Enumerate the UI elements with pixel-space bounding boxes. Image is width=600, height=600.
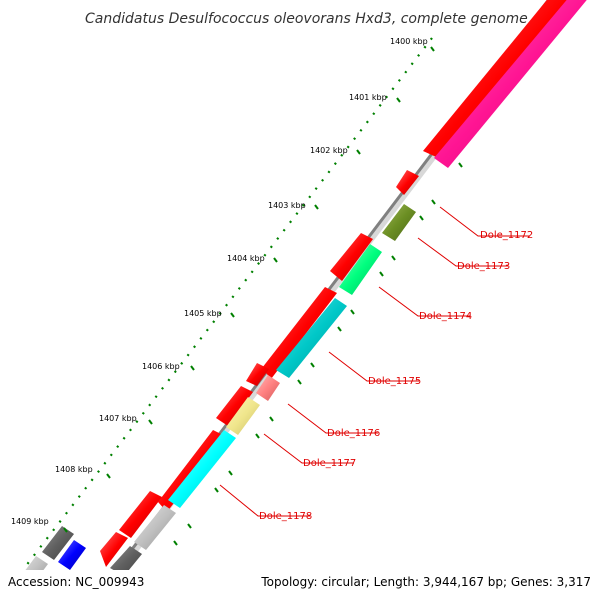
- inner-tick: [431, 199, 436, 205]
- leader-dole-1173: [417, 237, 508, 267]
- cds-segment: [246, 363, 269, 386]
- gene-block-green: [339, 244, 382, 295]
- kbp-label-1408: 1408 kbp: [55, 465, 93, 474]
- position-dots: [0, 37, 433, 600]
- gene-block-blue: [58, 540, 86, 570]
- gene-block-teal: [276, 298, 347, 378]
- inner-tick: [214, 487, 219, 493]
- leader-dole-1172: [439, 206, 530, 237]
- gene-label-dole-1176[interactable]: Dole_1176: [327, 428, 380, 439]
- leader-dole-1175: [328, 351, 419, 382]
- inner-tick: [228, 470, 233, 476]
- kbp-tick: [396, 97, 401, 103]
- kbp-tick: [63, 527, 68, 533]
- gene-block-dark: [42, 526, 74, 560]
- gene-label-dole-1172[interactable]: Dole_1172: [480, 230, 533, 241]
- kbp-tick: [273, 257, 278, 263]
- leader-dole-1178: [219, 484, 310, 517]
- inner-tick: [297, 379, 302, 385]
- kbp-ticks: [63, 46, 435, 533]
- kbp-label-1406: 1406 kbp: [142, 362, 180, 371]
- cds-segment: [216, 386, 253, 426]
- gene-label-dole-1173[interactable]: Dole_1173: [457, 261, 510, 272]
- inner-tick: [269, 416, 274, 422]
- leader-dole-1174: [378, 286, 470, 317]
- kbp-tick: [106, 473, 111, 479]
- gene-block-yellow: [226, 397, 260, 435]
- gene-label-dole-1178[interactable]: Dole_1178: [259, 511, 312, 522]
- gene-block-magenta: [434, 0, 587, 168]
- cds-segment: [262, 287, 337, 379]
- inner-tick: [310, 362, 315, 368]
- gene-label-dole-1177[interactable]: Dole_1177: [303, 458, 356, 469]
- gene-label-dole-1174[interactable]: Dole_1174: [419, 311, 472, 322]
- cds-segment: [119, 491, 162, 538]
- kbp-label-1402: 1402 kbp: [310, 146, 348, 155]
- gene-label-dole-1175[interactable]: Dole_1175: [368, 376, 421, 387]
- gene-block-dark: [110, 546, 142, 576]
- inner-tick: [458, 162, 463, 168]
- inner-tick: [391, 255, 396, 261]
- function-track: [110, 0, 587, 576]
- gene-block-cyan: [168, 430, 236, 508]
- kbp-label-1409: 1409 kbp: [11, 517, 49, 526]
- kbp-tick: [148, 419, 153, 425]
- inner-tick: [379, 271, 384, 277]
- kbp-tick: [314, 204, 319, 210]
- kbp-tick: [190, 365, 195, 371]
- cds-segment: [100, 532, 128, 567]
- inner-tick: [255, 433, 260, 439]
- gene-block-olive: [382, 204, 416, 241]
- page-title: Candidatus Desulfococcus oleovorans Hxd3…: [85, 11, 528, 27]
- footer-backing: [0, 570, 600, 600]
- kbp-label-1401: 1401 kbp: [349, 93, 387, 102]
- inner-tick: [350, 309, 355, 315]
- title-backing: [80, 4, 520, 30]
- kbp-tick: [230, 312, 235, 318]
- topology-text: Topology: circular; Length: 3,944,167 bp…: [260, 575, 591, 589]
- accession-text: Accession: NC_009943: [8, 575, 144, 589]
- kbp-label-1405: 1405 kbp: [184, 309, 222, 318]
- gene-leaders: [219, 206, 530, 517]
- gene-block-pink: [256, 375, 280, 401]
- kbp-labels: 1400 kbp 1401 kbp 1402 kbp 1403 kbp 1404…: [11, 37, 428, 526]
- inner-tick: [419, 215, 424, 221]
- leader-dole-1176: [287, 403, 378, 434]
- cds-segment: [396, 170, 419, 195]
- kbp-tick: [356, 149, 361, 155]
- cds-segment: [330, 233, 373, 281]
- inner-tick: [187, 523, 192, 529]
- kbp-label-1407: 1407 kbp: [99, 414, 137, 423]
- kbp-label-1403: 1403 kbp: [268, 201, 306, 210]
- kbp-tick: [430, 46, 435, 52]
- gene-labels: Dole_1172 Dole_1173 Dole_1174 Dole_1175 …: [259, 230, 533, 522]
- kbp-label-1400: 1400 kbp: [390, 37, 428, 46]
- leader-dole-1177: [263, 433, 354, 464]
- kbp-label-1404: 1404 kbp: [227, 254, 265, 263]
- cds-segment: [423, 0, 568, 161]
- inner-tick: [337, 326, 342, 332]
- inner-tick: [173, 540, 178, 546]
- gene-block-grey: [134, 505, 176, 550]
